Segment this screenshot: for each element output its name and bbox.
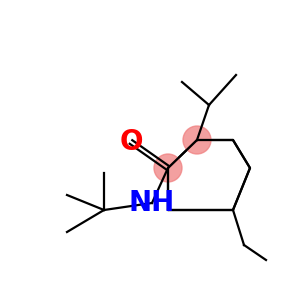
- Text: NH: NH: [129, 189, 175, 217]
- Circle shape: [154, 154, 182, 182]
- Text: O: O: [119, 128, 143, 156]
- Circle shape: [183, 126, 211, 154]
